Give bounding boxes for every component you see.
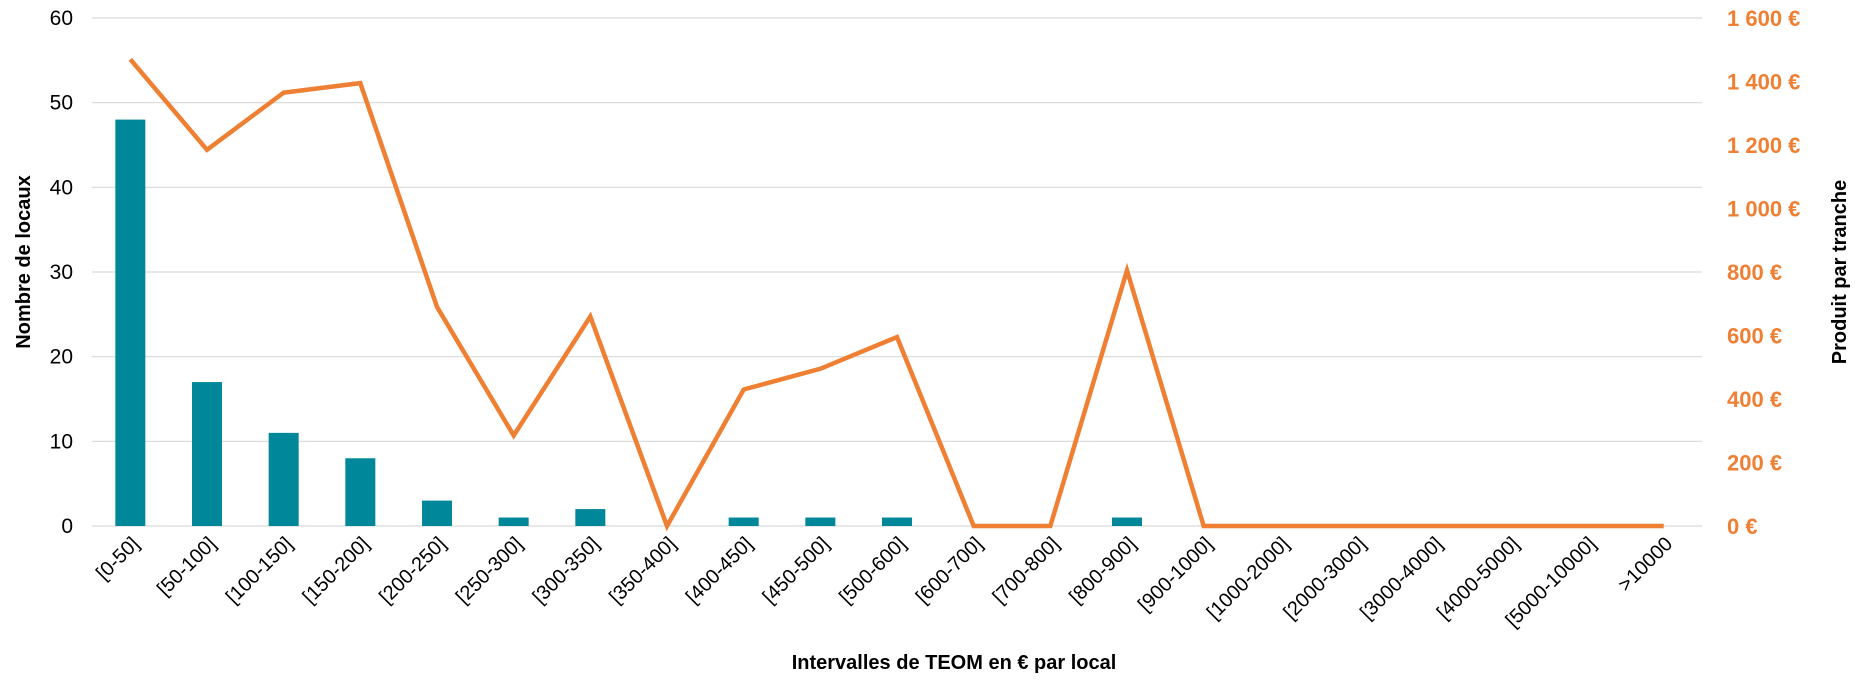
y-right-tick-label: 1 600 € [1727,6,1800,31]
x-tick-label: [600-700] [912,533,987,608]
x-tick-label: [200-250] [375,533,450,608]
bar [268,432,299,526]
x-tick-label: [150-200] [299,533,374,608]
y-axis-left-title: Nombre de locaux [13,175,35,348]
y-axis-right-title: Produit par tranche [1829,180,1851,364]
y-left-tick-label: 0 [61,515,73,538]
y-right-tick-label: 200 € [1727,451,1782,476]
y-left-tick-label: 50 [50,92,73,115]
y-right-tick-label: 1 000 € [1727,197,1800,222]
x-tick-label: [100-150] [222,533,297,608]
x-tick-label: [0-50] [92,533,144,585]
line-series-path [128,57,1664,532]
bar-series [115,119,1142,526]
x-tick-label: [800-900] [1065,533,1140,608]
gridlines [92,17,1702,527]
left-axis-ticks: 0 10 20 30 40 50 60 [50,7,73,538]
y-left-tick-label: 60 [50,7,73,30]
bar [575,509,606,526]
y-right-tick-label: 800 € [1727,260,1782,285]
bar [498,517,529,526]
bar [882,517,912,526]
y-left-tick-label: 20 [50,346,73,369]
x-tick-label: [900-1000] [1134,533,1217,616]
bar [1112,517,1142,526]
bar [115,119,146,526]
x-tick-label: [50-100] [153,533,220,600]
y-left-tick-label: 30 [50,261,73,284]
y-left-tick-label: 40 [50,176,73,199]
x-tick-label: [250-300] [452,533,527,608]
x-tick-label: [350-400] [605,533,680,608]
line-series [128,57,1664,532]
y-right-tick-label: 400 € [1727,387,1782,412]
category-labels: [0-50] [50-100] [100-150] [150-200] [200-250… [92,533,1677,632]
bar [805,517,836,526]
x-tick-label: [700-800] [989,533,1064,608]
y-left-tick-label: 10 [50,430,73,453]
bar [345,458,376,526]
y-right-tick-label: 600 € [1727,324,1782,349]
bar [728,517,759,526]
y-right-tick-label: 0 € [1727,514,1758,539]
bar [192,382,222,526]
y-right-tick-label: 1 200 € [1727,133,1800,158]
x-tick-label: [300-350] [529,533,604,608]
x-tick-label: [450-500] [759,533,834,608]
bar [422,500,452,526]
x-axis-title: Intervalles de TEOM en € par local [792,652,1117,674]
x-tick-label: [500-600] [835,533,910,608]
y-right-tick-label: 1 400 € [1727,70,1800,95]
x-tick-label: [400-450] [682,533,757,608]
x-tick-label: >10000 [1614,533,1677,596]
right-axis-ticks: 0 € 200 € 400 € 600 € 800 € 1 000 € 1 200 € 1 4… [1727,6,1800,539]
